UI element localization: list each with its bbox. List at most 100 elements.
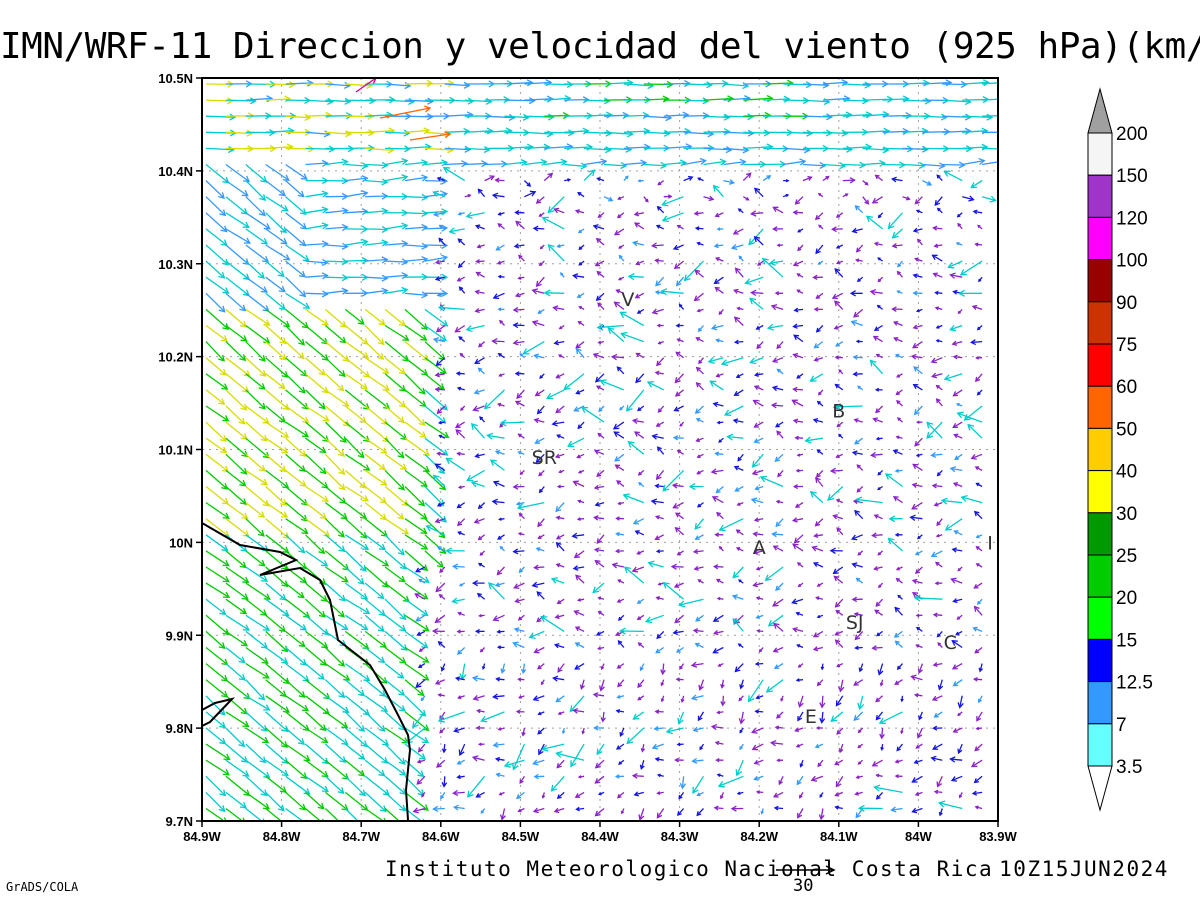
wind-arrow [285,598,311,619]
wind-arrow [877,257,883,262]
wind-arrow [738,695,744,702]
wind-arrow [584,146,612,154]
wind-arrow [384,157,409,166]
wind-arrow [556,759,565,769]
wind-arrow [597,212,605,218]
wind-arrow [596,323,624,331]
wind-arrow [819,695,826,709]
wind-arrow [875,598,884,607]
wind-arrow [892,496,903,504]
wind-arrow [577,320,585,327]
wind-arrow [600,711,606,723]
wind-arrow [974,242,983,247]
wind-arrow [537,308,545,314]
wind-arrow [512,743,525,771]
wind-arrow [384,679,406,696]
wind-arrow [245,518,265,537]
wind-arrow [325,389,350,407]
wind-arrow [675,677,684,682]
wind-arrow [305,308,329,326]
wind-arrow [796,273,804,278]
wind-arrow [936,469,943,477]
wind-arrow [703,158,727,166]
wind-arrow [970,453,983,460]
wind-arrow [594,808,605,817]
wind-arrow [546,389,565,400]
wind-arrow [533,417,545,424]
wind-arrow [459,352,466,359]
wind-arrow [942,113,972,121]
wind-arrow [285,357,308,377]
wind-arrow [285,276,307,298]
wind-arrow [842,97,869,105]
wind-arrow [633,211,644,217]
wind-arrow [916,420,923,424]
wind-arrow [564,127,590,135]
wind-arrow [651,308,664,315]
wind-arrow [662,469,685,492]
wind-arrow [442,167,466,182]
wind-arrow [952,679,963,687]
wind-arrow [364,534,386,551]
wind-arrow [265,357,289,378]
wind-arrow [324,808,340,821]
wind-arrow [815,469,824,478]
wind-arrow [696,791,704,797]
wind-arrow [599,679,605,692]
wind-arrow [205,614,230,636]
wind-arrow [448,227,465,235]
wind-arrow [455,429,466,439]
wind-arrow [697,711,705,722]
wind-arrow [674,389,684,397]
wind-arrow [555,695,565,703]
wind-arrow [795,743,804,748]
wind-arrow [771,385,784,392]
wind-arrow [477,562,485,568]
wind-arrow [651,433,664,440]
wind-arrow [556,484,565,489]
wind-arrow [533,564,545,571]
wind-arrow [517,807,525,813]
wind-arrow [614,464,625,471]
wind-arrow [456,386,465,391]
wind-arrow [855,577,864,584]
wind-arrow [636,308,645,314]
wind-arrow [576,292,585,299]
wind-arrow [909,514,923,522]
wind-arrow [893,630,903,638]
wind-arrow [934,561,943,568]
wind-arrow [205,582,231,598]
wind-arrow [672,244,684,251]
wind-arrow [404,518,428,535]
wind-arrow [457,260,466,269]
wind-arrow [384,759,407,776]
wind-arrow [958,289,983,297]
wind-arrow [914,437,923,447]
wind-arrow [703,146,733,154]
wind-arrow [675,323,684,328]
wind-arrow [305,222,329,230]
wind-arrow [477,367,486,375]
wind-arrow [245,324,271,344]
wind-arrow [404,486,426,507]
wind-arrow [593,449,605,455]
wind-arrow [581,406,605,423]
wind-arrow [421,792,426,798]
wind-arrow [957,222,963,230]
wind-arrow [225,129,254,137]
wind-arrow [891,228,903,239]
wind-arrow [344,808,359,821]
wind-arrow [795,678,804,682]
wind-arrow [265,502,289,518]
wind-arrow [384,518,410,535]
wind-arrow [285,325,305,346]
wind-arrow [720,695,726,707]
wind-arrow [541,743,565,752]
wind-arrow [791,598,804,605]
wind-arrow [896,373,903,378]
wind-arrow [504,143,534,151]
wind-arrow [934,196,943,206]
colorbar-segment [1087,259,1113,303]
wind-arrow [678,598,704,608]
wind-arrow [873,241,883,247]
